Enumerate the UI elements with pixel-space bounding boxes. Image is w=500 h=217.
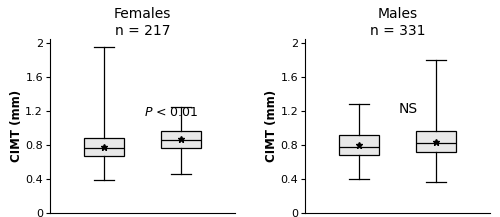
Y-axis label: CIMT (mm): CIMT (mm) (264, 90, 278, 162)
Y-axis label: CIMT (mm): CIMT (mm) (10, 90, 22, 162)
Title: Females
n = 217: Females n = 217 (114, 7, 171, 38)
PathPatch shape (416, 130, 456, 152)
Text: $\mathit{P}$ < 0.01: $\mathit{P}$ < 0.01 (144, 106, 199, 119)
Text: NS: NS (399, 102, 418, 116)
Title: Males
n = 331: Males n = 331 (370, 7, 426, 38)
PathPatch shape (161, 130, 201, 148)
PathPatch shape (339, 135, 379, 155)
PathPatch shape (84, 138, 124, 156)
